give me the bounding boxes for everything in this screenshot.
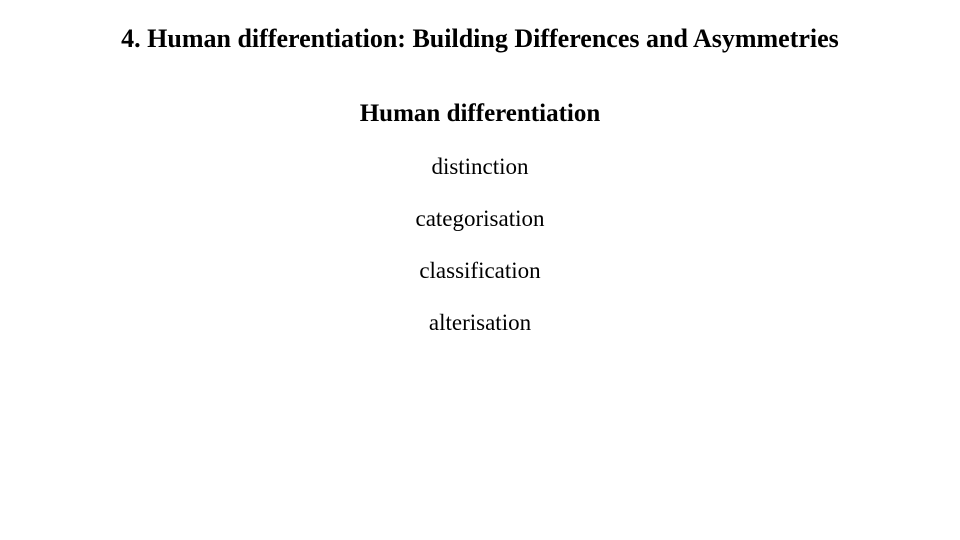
list-item: distinction <box>0 154 960 180</box>
list-item: alterisation <box>0 310 960 336</box>
list-item: categorisation <box>0 206 960 232</box>
list-item: classification <box>0 258 960 284</box>
slide-subheading: Human differentiation <box>0 100 960 128</box>
slide-heading: 4. Human differentiation: Building Diffe… <box>0 24 960 54</box>
